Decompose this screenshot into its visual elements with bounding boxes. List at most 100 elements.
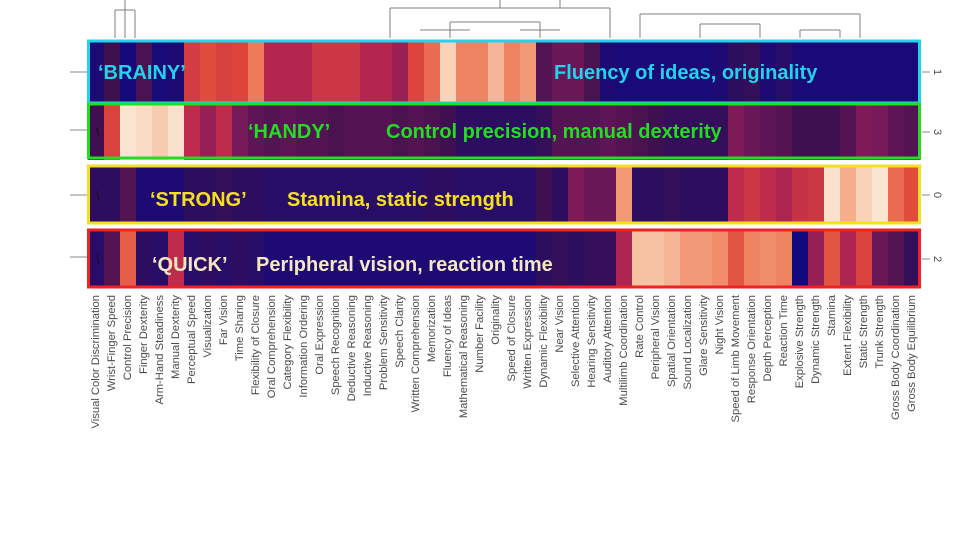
heatmap-cell	[264, 104, 281, 160]
heatmap-cell	[584, 104, 601, 160]
heatmap-cell	[808, 166, 825, 224]
heatmap-cell	[776, 230, 793, 288]
heatmap-cell	[888, 40, 905, 104]
heatmap-cell	[680, 166, 697, 224]
heatmap-cell	[808, 40, 825, 104]
y-tick-label: 3	[931, 129, 943, 135]
heatmap-cell	[824, 40, 841, 104]
column-dendrogram	[114, 0, 861, 38]
heatmap-cell	[680, 230, 697, 288]
heatmap-cell	[664, 40, 681, 104]
heatmap-cell	[600, 230, 617, 288]
heatmap-cell	[312, 40, 329, 104]
column-label: Stamina	[826, 294, 838, 336]
cluster-name: ‘BRAINY’	[98, 62, 186, 84]
heatmap-cell	[760, 166, 777, 224]
column-label: Extent Flexibility	[842, 295, 854, 376]
column-label: Perceptual Speed	[186, 295, 198, 384]
heatmap-cell	[584, 166, 601, 224]
heatmap-cell	[424, 166, 441, 224]
heatmap-cell	[184, 40, 201, 104]
heatmap-cell	[248, 104, 265, 160]
heatmap-cell	[840, 104, 857, 160]
heatmap-cell	[712, 40, 729, 104]
heatmap-cell	[312, 230, 329, 288]
heatmap-cell	[280, 166, 297, 224]
heatmap-cell	[216, 40, 233, 104]
heatmap-cell	[840, 40, 857, 104]
heatmap-cell	[296, 40, 313, 104]
heatmap-cell	[856, 230, 873, 288]
heatmap-cell	[648, 230, 665, 288]
heatmap-cell	[600, 40, 617, 104]
heatmap-cell	[584, 230, 601, 288]
heatmap-cell	[744, 166, 761, 224]
heatmap-cell	[184, 104, 201, 160]
heatmap-cell	[328, 104, 345, 160]
heatmap-cell	[776, 104, 793, 160]
heatmap-cell	[424, 40, 441, 104]
heatmap-cell	[856, 166, 873, 224]
heatmap-cell	[136, 166, 153, 224]
heatmap-cell	[680, 40, 697, 104]
heatmap-cell	[296, 166, 313, 224]
column-label: Mathematical Reasoning	[458, 295, 470, 418]
heatmap-cell	[760, 104, 777, 160]
heatmap-cell	[376, 166, 393, 224]
heatmap-cell	[120, 104, 137, 160]
heatmap-cell	[728, 40, 745, 104]
heatmap-cell	[664, 104, 681, 160]
heatmap-cell	[200, 40, 217, 104]
heatmap-cell	[184, 230, 201, 288]
heatmap-cell	[840, 166, 857, 224]
column-label: Near Vision	[554, 295, 566, 353]
column-label: Problem Sensitivity	[378, 295, 390, 391]
column-label: Written Expression	[522, 295, 534, 389]
heatmap-cell	[312, 104, 329, 160]
heatmap-cell	[552, 40, 569, 104]
heatmap-cell	[136, 230, 153, 288]
heatmap-cell	[152, 40, 169, 104]
heatmap-cell	[808, 104, 825, 160]
column-label: Manual Dexterity	[170, 295, 182, 379]
heatmap-cell	[872, 40, 889, 104]
heatmap-cell	[552, 104, 569, 160]
heatmap-cell	[584, 40, 601, 104]
heatmap-cell	[824, 104, 841, 160]
heatmap-cell	[376, 104, 393, 160]
column-label: Far Vision	[218, 295, 230, 345]
cluster-name: ‘STRONG’	[150, 189, 247, 211]
heatmap-cell	[824, 166, 841, 224]
heatmap-cell	[392, 104, 409, 160]
column-label: Spatial Orientation	[666, 295, 678, 387]
heatmap-cell	[504, 166, 521, 224]
heatmap-cell	[728, 166, 745, 224]
column-label: Written Comprehension	[410, 295, 422, 412]
heatmap-cell	[344, 40, 361, 104]
heatmap-cell	[456, 40, 473, 104]
heatmap-cell	[792, 104, 809, 160]
heatmap-cell	[120, 166, 137, 224]
heatmap-cell	[856, 104, 873, 160]
column-label: Time Sharing	[234, 295, 246, 361]
heatmap-cell	[904, 230, 921, 288]
heatmap-cell	[648, 40, 665, 104]
heatmap-cell	[648, 104, 665, 160]
heatmap-cell	[536, 40, 553, 104]
heatmap-cell	[136, 40, 153, 104]
heatmap-cell	[376, 40, 393, 104]
column-label: Control Precision	[122, 295, 134, 380]
heatmap-cell	[872, 166, 889, 224]
heatmap-cell	[216, 104, 233, 160]
heatmap-cell	[600, 166, 617, 224]
heatmap-cell	[280, 40, 297, 104]
heatmap-cell	[776, 40, 793, 104]
row-axis: 1 3 0 2	[70, 69, 943, 262]
heatmap-cell	[696, 230, 713, 288]
heatmap-cell	[120, 40, 137, 104]
heatmap-cell	[232, 40, 249, 104]
heatmap-cell	[552, 166, 569, 224]
heatmap-cell	[232, 230, 249, 288]
heatmap-cell	[776, 166, 793, 224]
